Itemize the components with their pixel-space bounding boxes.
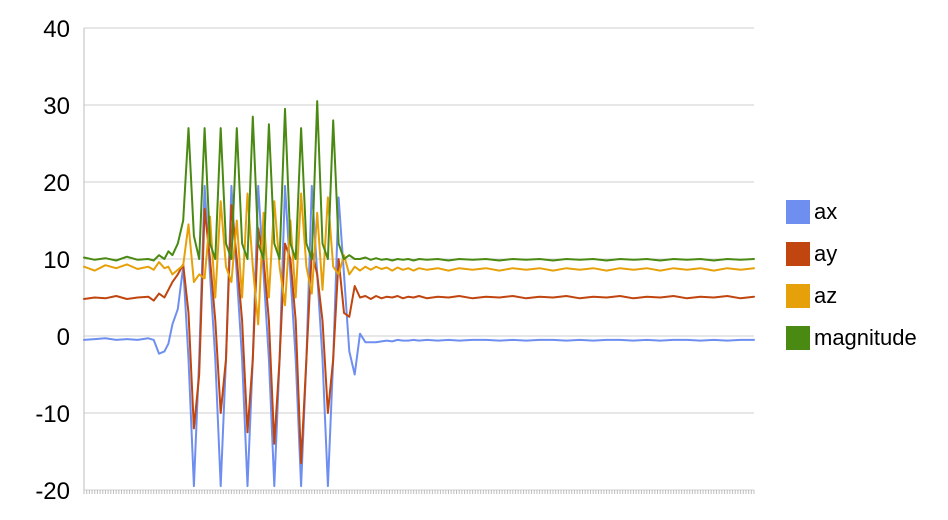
legend-label-az: az [814,283,837,308]
y-tick-label: 20 [43,170,70,197]
series-line-az [83,192,755,326]
legend-label-magnitude: magnitude [814,325,917,350]
series-line-magnitude [83,100,755,262]
legend-swatch-magnitude [786,326,810,350]
legend: ax ay az magnitude [786,199,917,350]
y-tick-label: 10 [43,247,70,274]
legend-swatch-ax [786,200,810,224]
x-axis-ticks [83,490,755,494]
y-tick-label: -20 [35,478,70,505]
y-tick-label: 30 [43,93,70,120]
series-line-ay [83,204,755,465]
series-line-ax [83,184,755,488]
legend-label-ay: ay [814,241,837,266]
series-lines [83,100,755,488]
y-tick-label: -10 [35,401,70,428]
legend-swatch-az [786,284,810,308]
y-tick-label: 40 [43,16,70,43]
y-tick-label: 0 [57,324,70,351]
legend-label-ax: ax [814,199,837,224]
y-axis-ticks: -20 -10 0 10 20 30 40 [35,16,70,505]
legend-swatch-ay [786,242,810,266]
